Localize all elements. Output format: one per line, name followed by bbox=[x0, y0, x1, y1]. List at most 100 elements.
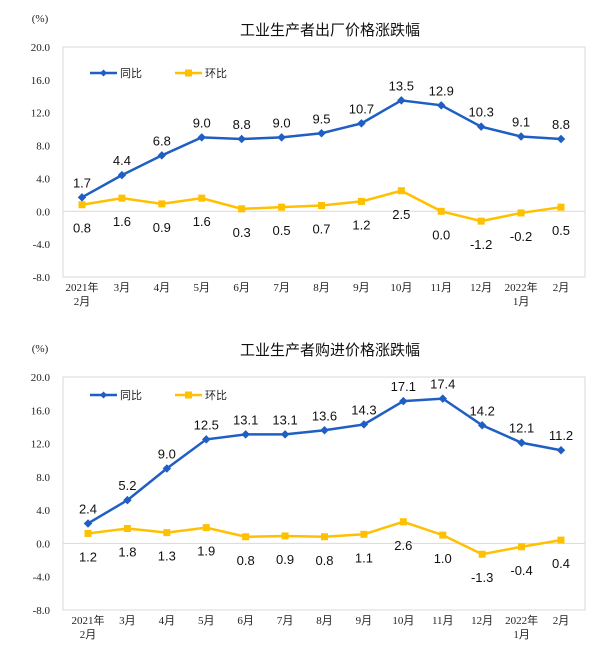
data-label-mom: 1.8 bbox=[118, 544, 136, 559]
data-point-mom bbox=[321, 533, 328, 541]
data-label-yoy: 9.0 bbox=[273, 115, 291, 130]
data-point-yoy bbox=[123, 495, 132, 505]
x-tick-label: 11月 bbox=[430, 282, 452, 294]
data-point-mom bbox=[399, 518, 407, 526]
data-label-mom: 0.8 bbox=[237, 553, 255, 568]
data-point-mom bbox=[281, 532, 289, 540]
data-label-mom: 0.9 bbox=[153, 220, 171, 235]
x-tick-label: 7月 bbox=[277, 615, 294, 627]
data-point-yoy bbox=[237, 134, 246, 144]
y-tick-label: 12.0 bbox=[31, 108, 51, 120]
legend-label-mom: 环比 bbox=[205, 389, 227, 402]
x-tick-label: 2022年 bbox=[505, 280, 538, 294]
x-tick-label: 9月 bbox=[356, 615, 373, 627]
x-tick-label: 5月 bbox=[194, 282, 211, 294]
legend-marker-yoy bbox=[99, 391, 108, 399]
y-tick-label: 8.0 bbox=[36, 472, 50, 484]
data-point-mom bbox=[557, 536, 565, 544]
x-tick-label: 3月 bbox=[114, 282, 131, 294]
data-label-yoy: 12.5 bbox=[194, 417, 219, 432]
x-tick-label: 2月 bbox=[74, 296, 91, 308]
data-label-mom: 1.2 bbox=[79, 549, 97, 564]
legend-marker-yoy bbox=[99, 69, 108, 77]
data-label-mom: 1.1 bbox=[355, 550, 373, 565]
x-tick-label: 11月 bbox=[432, 615, 454, 627]
x-tick-label: 9月 bbox=[353, 282, 370, 294]
y-unit-label: (%) bbox=[32, 343, 49, 355]
data-point-yoy bbox=[320, 426, 329, 435]
data-point-mom bbox=[198, 194, 206, 202]
data-point-yoy bbox=[117, 170, 127, 180]
chart-output-price: 工业生产者出厂价格涨跌幅 (%) 20.0 16.0 12.0 8.0 4.0 0.0 -4.0… bbox=[31, 13, 586, 308]
data-label-mom: 0.9 bbox=[276, 552, 294, 567]
x-tick-label: 10月 bbox=[390, 282, 412, 294]
data-label-yoy: 11.2 bbox=[549, 428, 573, 443]
data-label-mom: 0.5 bbox=[552, 223, 570, 238]
data-label-yoy: 9.0 bbox=[158, 447, 176, 462]
data-point-mom bbox=[202, 524, 210, 532]
x-tick-label: 4月 bbox=[159, 615, 176, 627]
data-label-mom: 1.3 bbox=[158, 549, 176, 564]
data-label-yoy: 13.1 bbox=[272, 412, 297, 427]
y-tick-label: 16.0 bbox=[31, 405, 51, 417]
chart-purchase-price: 工业生产者购进价格涨跌幅 (%) 20.0 16.0 12.0 8.0 4.0 0.0 -4.0… bbox=[31, 341, 586, 641]
data-label-mom: -0.4 bbox=[510, 563, 532, 578]
data-point-yoy bbox=[317, 129, 326, 138]
data-point-mom bbox=[437, 207, 445, 215]
y-tick-label: 20.0 bbox=[31, 372, 51, 384]
data-point-mom bbox=[278, 203, 286, 211]
data-point-yoy bbox=[397, 96, 406, 105]
data-label-yoy: 12.9 bbox=[429, 83, 454, 98]
data-label-yoy: 17.4 bbox=[430, 377, 455, 392]
data-point-mom bbox=[242, 533, 250, 541]
data-label-yoy: 13.6 bbox=[312, 408, 337, 423]
data-point-yoy bbox=[83, 519, 93, 528]
data-point-yoy bbox=[437, 101, 446, 110]
y-tick-label: -4.0 bbox=[33, 239, 51, 251]
data-label-yoy: 10.3 bbox=[469, 105, 494, 120]
data-label-yoy: 17.1 bbox=[391, 379, 416, 394]
data-point-yoy bbox=[556, 445, 566, 455]
data-label-yoy: 5.2 bbox=[118, 478, 136, 493]
x-tick-label: 6月 bbox=[233, 282, 250, 294]
data-point-mom bbox=[238, 205, 246, 213]
x-tick-label: 12月 bbox=[471, 615, 493, 627]
y-unit-label: (%) bbox=[32, 13, 49, 25]
plot-frame bbox=[62, 46, 586, 278]
x-tick-label: 10月 bbox=[392, 615, 414, 627]
data-point-yoy bbox=[476, 122, 486, 131]
data-label-yoy: 1.7 bbox=[73, 175, 91, 190]
data-point-mom bbox=[517, 209, 525, 217]
data-label-mom: 0.0 bbox=[432, 227, 450, 242]
data-label-mom: 1.6 bbox=[193, 214, 211, 229]
data-point-mom bbox=[84, 529, 92, 537]
legend-label-yoy: 同比 bbox=[120, 389, 142, 402]
y-tick-label: 4.0 bbox=[36, 505, 50, 517]
x-tick-label: 2021年 bbox=[66, 280, 99, 294]
data-label-mom: 0.8 bbox=[315, 553, 333, 568]
y-tick-label: 0.0 bbox=[36, 538, 50, 550]
data-label-yoy: 6.8 bbox=[153, 133, 171, 148]
data-point-yoy bbox=[77, 193, 87, 202]
x-tick-label: 8月 bbox=[316, 615, 333, 627]
x-tick-label: 1月 bbox=[513, 296, 530, 308]
x-tick-label: 8月 bbox=[313, 282, 330, 294]
data-label-mom: 2.5 bbox=[392, 207, 410, 222]
data-point-mom bbox=[158, 200, 166, 208]
legend-marker-mom bbox=[185, 391, 192, 399]
y-tick-label: -8.0 bbox=[33, 605, 51, 617]
data-label-mom: 0.8 bbox=[73, 221, 91, 236]
data-label-mom: 1.2 bbox=[352, 217, 370, 232]
x-tick-label: 2月 bbox=[80, 629, 97, 641]
x-tick-label: 5月 bbox=[198, 615, 215, 627]
data-point-mom bbox=[477, 217, 485, 225]
data-point-yoy bbox=[399, 396, 408, 406]
data-label-mom: 1.9 bbox=[197, 544, 215, 559]
data-label-yoy: 4.4 bbox=[113, 153, 131, 168]
y-tick-label: 8.0 bbox=[36, 141, 50, 153]
data-point-yoy bbox=[359, 420, 369, 429]
x-tick-label: 2月 bbox=[553, 615, 570, 627]
data-point-yoy bbox=[157, 151, 167, 160]
x-tick-label: 7月 bbox=[273, 282, 290, 294]
x-tick-label: 3月 bbox=[119, 615, 136, 627]
